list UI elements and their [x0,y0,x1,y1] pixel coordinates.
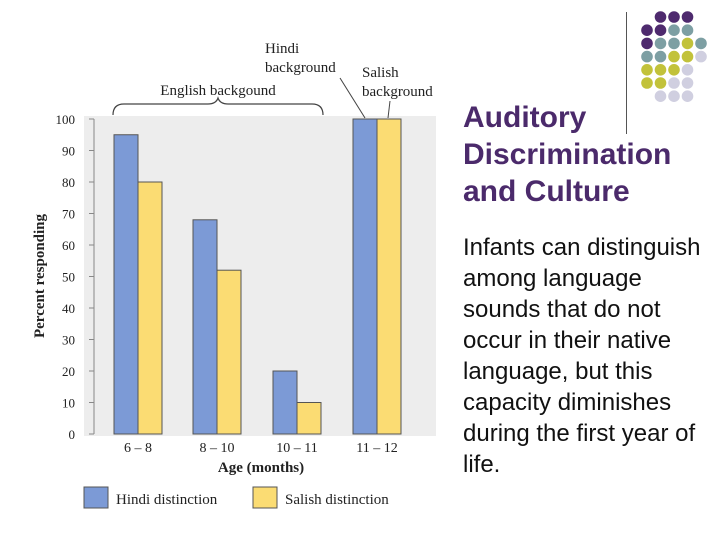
decorative-dot [695,37,707,50]
annotation-english-background: English backgound [160,83,276,99]
hindi-label-line-1: Hindi [265,41,299,57]
bar-hindi-1 [192,219,218,435]
decorative-dot [681,24,694,36]
y-tick-label: 90 [62,144,75,159]
x-tick-label: 8 – 10 [200,441,235,456]
decorative-dot [681,90,694,102]
x-tick-label: 6 – 8 [124,441,152,456]
legend-label-hindi: Hindi distinction [116,492,218,508]
decorative-dot [641,37,653,50]
y-tick-label: 60 [62,238,75,253]
english-brace [112,96,324,116]
y-tick-label: 10 [62,396,75,411]
decorative-dot [654,24,667,36]
y-tick-label: 100 [56,112,76,127]
decorative-dot [681,77,694,89]
decorative-dot [641,24,653,36]
decorative-dot [681,37,694,50]
decorative-dot [668,64,680,76]
y-tick-label: 20 [62,364,75,379]
bar-salish-2 [296,402,322,435]
slide-title: Auditory Discrimination and Culture [463,99,713,210]
decorative-dot [681,11,694,23]
decorative-dot [654,90,667,102]
decorative-dot [668,50,680,63]
y-axis-label: Percent responding [32,213,48,338]
legend-swatch-hindi [83,486,109,509]
x-tick-label: 10 – 11 [276,441,317,456]
hindi-label-line-2: background [265,60,336,76]
bar-salish-3 [376,118,402,435]
y-ticks: 0 10 20 30 40 50 60 70 80 90 100 [56,112,94,442]
decorative-dot [654,50,667,63]
y-tick-label: 70 [62,207,75,222]
decorative-dot [641,64,653,76]
legend-swatch-salish [252,486,278,509]
decorative-dot [641,77,653,89]
y-tick-label: 0 [69,427,76,442]
slide-body-text: Infants can distinguish among language s… [463,234,701,478]
bar-salish-0 [137,181,163,435]
decorative-dot [654,37,667,50]
y-tick-label: 80 [62,175,75,190]
decorative-dot [668,90,680,102]
bar-hindi-3 [352,118,378,435]
y-tick-label: 40 [62,301,75,316]
decorative-dot [681,64,694,76]
bar-salish-1 [216,269,242,435]
decorative-dot [641,50,653,63]
annotation-salish-background: Salish background [362,65,433,100]
annotation-hindi-background: Hindi background [265,41,336,76]
decorative-dot [654,77,667,89]
y-tick-label: 30 [62,333,75,348]
decorative-dot [668,11,680,23]
title-line-2: Discrimination [463,138,672,171]
decorative-dot [668,24,680,36]
decorative-dot [654,64,667,76]
title-line-3: and Culture [463,175,630,208]
bar-hindi-2 [272,370,298,435]
x-tick-label: 11 – 12 [356,441,397,456]
bar-hindi-0 [113,134,139,435]
y-tick-label: 50 [62,270,75,285]
bars [113,118,402,435]
decorative-dot [681,50,694,63]
decorative-dot [695,50,707,63]
x-tick-labels: 6 – 8 8 – 10 10 – 11 11 – 12 [124,441,398,456]
x-axis-label: Age (months) [218,460,304,476]
decorative-dot [668,77,680,89]
hindi-pointer [339,77,366,119]
decorative-divider-line [626,12,627,134]
decorative-dot [668,37,680,50]
salish-pointer [387,100,391,119]
salish-label-line-2: background [362,84,433,100]
legend-label-salish: Salish distinction [285,492,389,508]
title-line-1: Auditory [463,101,587,134]
decorative-dot-grid [641,11,707,102]
decorative-dot [654,11,667,23]
salish-label-line-1: Salish [362,65,399,81]
